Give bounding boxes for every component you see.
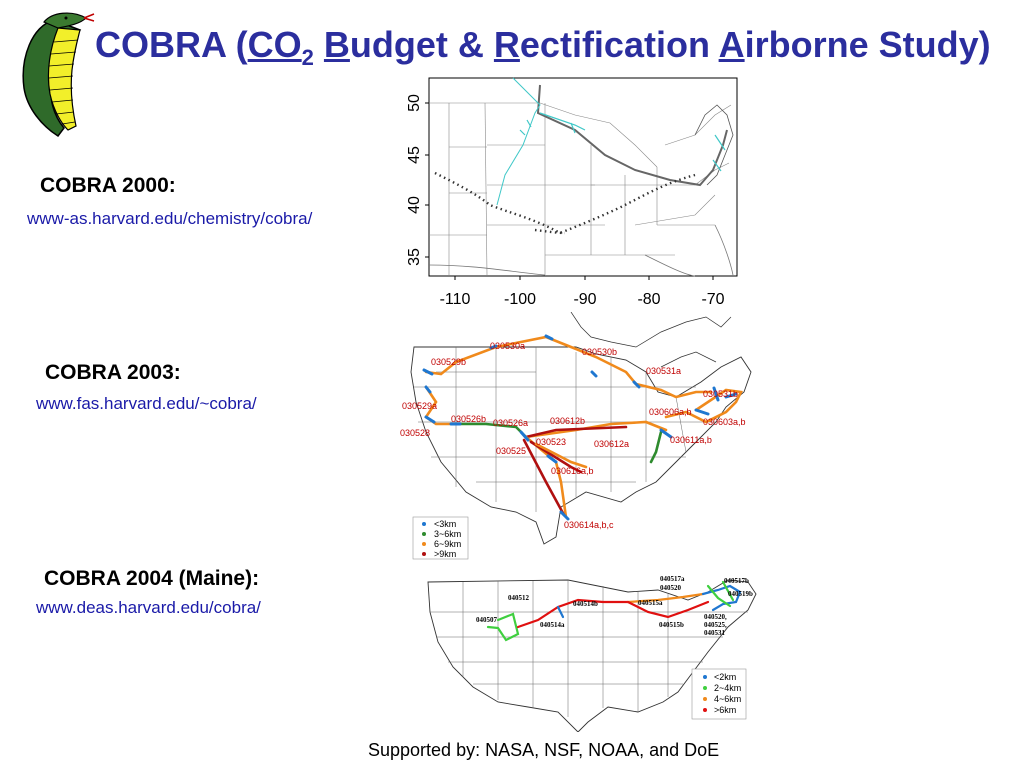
label-040520-list: 040520, [704,613,727,621]
cobra-2004-legend: <2km 2~4km 4~6km >6km [691,668,747,720]
lat-tick-35: 35 [406,248,423,266]
label-040520: 040520 [660,584,682,592]
title-a: A [718,24,745,65]
title-udget: udget & [349,24,494,65]
cobra-2003-heading: COBRA 2003: [45,361,181,384]
label-030528: 030528 [400,428,430,438]
label-030614abc: 030614a,b,c [564,520,614,530]
label-040519b: 040519b [728,590,753,598]
legend-label-1: <3km [434,519,456,529]
label-030531a: 030531a [646,366,681,376]
label-030612b: 030612b [550,416,585,426]
title-irborne: irborne Study) [744,24,991,65]
flight-labels: 040517a 040517b 040520 040519b 040512 04… [476,575,753,637]
label-030616ab: 030616a,b [551,466,594,476]
cobra-2004-heading: COBRA 2004 (Maine): [44,567,260,590]
cobra-2004-link[interactable]: www.deas.harvard.edu/cobra/ [36,598,261,617]
lon-tick-100: -100 [504,291,536,308]
label-040512: 040512 [508,594,530,602]
legend-label-1: <2km [714,672,736,682]
lon-tick-110: -110 [440,291,471,308]
lon-tick-70: -70 [701,291,724,308]
label-040517a: 040517a [660,575,685,583]
lat-tick-40: 40 [406,196,423,214]
legend-label-2: 2~4km [714,683,741,693]
label-030530b: 030530b [582,347,617,357]
label-030606ab: 030606a,b [649,407,692,417]
cobra-2000-link[interactable]: www-as.harvard.edu/chemistry/cobra/ [27,209,313,228]
map-frame [428,77,738,277]
title-ectification: ectification [519,24,719,65]
flight-tracks [486,580,742,642]
label-040514a: 040514a [540,621,565,629]
label-040515b: 040515b [659,621,684,629]
cobra-logo [22,12,95,138]
label-040517b: 040517b [724,577,749,585]
label-030530a: 030530a [490,341,525,351]
lon-tick-90: -90 [573,291,596,308]
label-030611ab: 030611a,b [670,435,712,445]
label-030529b: 030529b [431,357,466,367]
page-title: COBRA (CO2 Budget & Rectification Airbor… [95,24,991,71]
cobra-2003-map: 030530a 030530b 030529b 030531a 030529a … [400,312,752,560]
cobra-2000-map: 50 45 40 35 -110 -100 -90 -80 -70 [406,77,738,308]
flight-labels: 030530a 030530b 030529b 030531a 030529a … [400,341,746,530]
us-outline [410,346,752,545]
title-prefix: COBRA ( [95,24,248,65]
legend-label-3: 6~9km [434,539,461,549]
label-030603ab: 030603a,b [703,417,746,427]
title-b: B [323,24,350,65]
state-boundaries [429,102,732,276]
label-030529a: 030529a [402,401,437,411]
label-040514b: 040514b [573,600,598,608]
title-co: CO [247,24,302,65]
label-040507: 040507 [476,616,498,624]
cobra-2003-legend: <3km 3~6km 6~9km >9km [412,516,469,560]
low-altitude-segments [422,334,738,521]
label-030525: 030525 [496,446,526,456]
title-r: R [493,24,520,65]
flight-tracks [424,335,743,519]
cobra-2003-link[interactable]: www.fas.harvard.edu/~cobra/ [36,394,257,413]
flight-track-cyan [496,77,541,206]
label-030523: 030523 [536,437,566,447]
label-040531: 040531 [704,629,726,637]
label-040515a: 040515a [638,599,663,607]
canada-boundary [570,312,732,368]
title-sub2: 2 [301,45,314,71]
flight-track-gray [536,84,728,187]
legend-label-3: 4~6km [714,694,741,704]
lat-tick-50: 50 [406,94,423,112]
lat-tick-45: 45 [406,146,423,164]
legend-label-4: >9km [434,549,456,559]
cobra-2000-heading: COBRA 2000: [40,174,176,197]
label-040525-list: 040525, [704,621,727,629]
flight-track-dotted [434,171,696,235]
funding-footer: Supported by: NASA, NSF, NOAA, and DoE [368,740,720,760]
cobra-2004-map: 040517a 040517b 040520 040519b 040512 04… [427,575,757,732]
label-030531b: 030531b [703,389,738,399]
label-030612a: 030612a [594,439,629,449]
us-outline [427,579,757,732]
lon-tick-80: -80 [637,291,660,308]
label-030526b: 030526b [451,414,486,424]
state-boundaries [430,580,748,717]
legend-label-2: 3~6km [434,529,461,539]
label-030526a: 030526a [493,418,528,428]
legend-label-4: >6km [714,705,736,715]
